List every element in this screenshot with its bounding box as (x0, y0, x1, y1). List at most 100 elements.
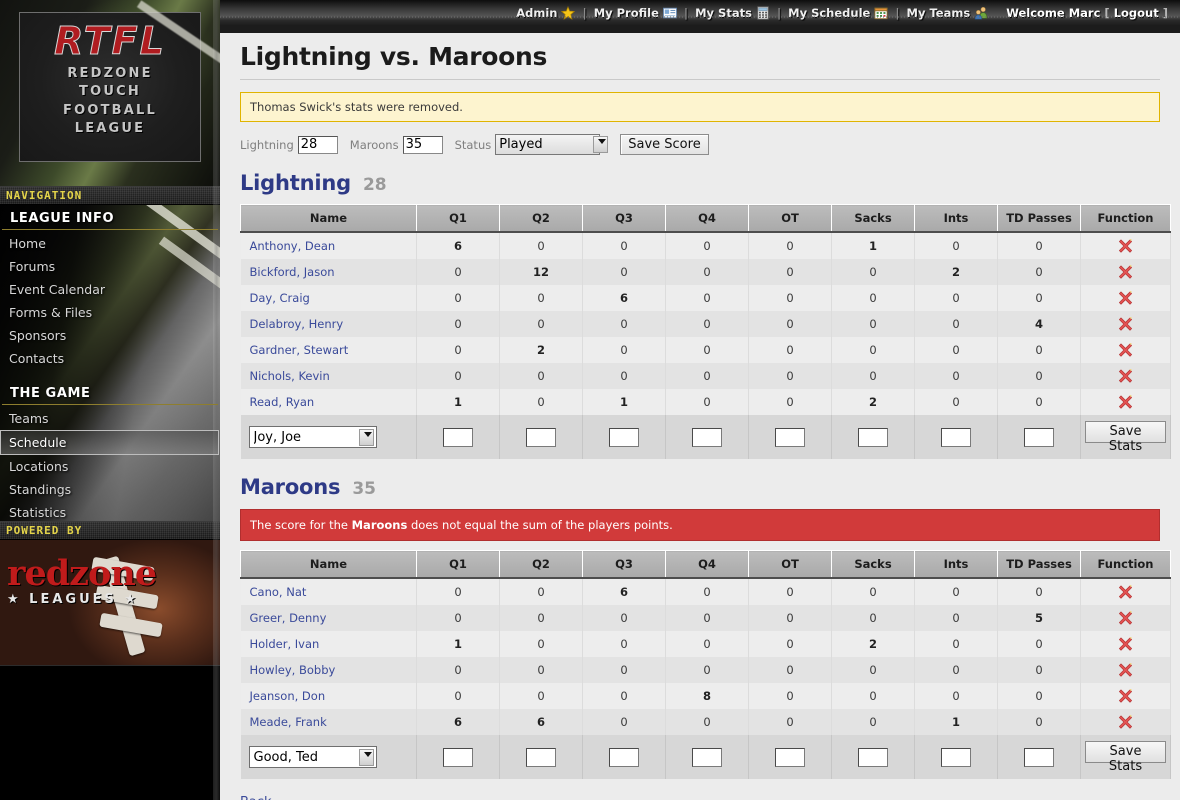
stat-input-q2[interactable] (526, 427, 556, 447)
home-score-input[interactable] (297, 135, 338, 154)
welcome-message: Welcome Marc (1006, 6, 1101, 20)
topnav-admin[interactable]: Admin (516, 5, 576, 20)
status-select[interactable]: Played (495, 134, 601, 155)
function-cell (1080, 259, 1171, 285)
back-link[interactable]: Back (240, 795, 272, 800)
add-player-select[interactable]: Good, Ted (248, 746, 377, 768)
sidebar-item-teams[interactable]: Teams (9, 411, 49, 426)
save-score-button[interactable]: Save Score (620, 134, 709, 155)
stat-cell-q3: 0 (582, 232, 666, 259)
save-stats-button[interactable]: Save Stats (1085, 421, 1166, 454)
player-link[interactable]: Meade, Frank (249, 715, 327, 729)
redzone-leagues-logo[interactable]: redzone ★ LEAGUES ★ (7, 553, 157, 607)
delete-x-icon[interactable] (1118, 264, 1134, 280)
sidebar-item-standings[interactable]: Standings (9, 482, 72, 497)
delete-x-icon[interactable] (1118, 688, 1134, 704)
stat-input-q4[interactable] (692, 427, 722, 447)
sidebar-item-forums[interactable]: Forums (9, 259, 56, 274)
player-link[interactable]: Howley, Bobby (249, 663, 336, 677)
function-cell (1080, 311, 1171, 337)
sidebar-item-forms-files[interactable]: Forms & Files (9, 305, 93, 320)
column-header-ints: Ints (914, 204, 998, 233)
score-mismatch-alert: The score for the Maroons does not equal… (240, 509, 1160, 541)
add-player-select[interactable]: Joy, Joe (248, 426, 377, 448)
sidebar-item-schedule[interactable]: Schedule (0, 430, 219, 455)
player-link[interactable]: Gardner, Stewart (249, 343, 349, 357)
stat-input-q1[interactable] (443, 747, 473, 767)
delete-x-icon[interactable] (1118, 342, 1134, 358)
player-link[interactable]: Greer, Denny (249, 611, 327, 625)
player-link[interactable]: Holder, Ivan (249, 637, 320, 651)
delete-x-icon[interactable] (1118, 368, 1134, 384)
function-cell (1080, 389, 1171, 415)
stat-cell-td: 0 (997, 683, 1081, 709)
stat-input-q1[interactable] (443, 427, 473, 447)
sidebar-item-contacts[interactable]: Contacts (9, 351, 65, 366)
stat-cell-q1: 6 (416, 709, 500, 735)
player-link[interactable]: Bickford, Jason (249, 265, 335, 279)
player-link[interactable]: Cano, Nat (249, 585, 307, 599)
delete-x-icon[interactable] (1118, 316, 1134, 332)
stat-input-ot[interactable] (775, 427, 805, 447)
save-stats-button[interactable]: Save Stats (1085, 741, 1166, 774)
delete-x-icon[interactable] (1118, 636, 1134, 652)
topnav-my-schedule[interactable]: My Schedule (788, 6, 888, 20)
stat-input-q3[interactable] (609, 747, 639, 767)
nav-group-title-the-game: THE GAME (2, 380, 218, 405)
stat-cell-td: 0 (997, 232, 1081, 259)
stat-cell-q1: 0 (416, 683, 500, 709)
topnav-my-profile[interactable]: My Profile (594, 6, 677, 20)
redzone-wordmark: redzone (7, 553, 157, 594)
delete-x-icon[interactable] (1118, 714, 1134, 730)
sidebar-item-statistics[interactable]: Statistics (9, 505, 67, 520)
topnav-my-stats[interactable]: My Stats (695, 6, 770, 20)
player-link[interactable]: Jeanson, Don (249, 689, 326, 703)
stat-input-q2[interactable] (526, 747, 556, 767)
stat-input-ints[interactable] (941, 747, 971, 767)
player-link[interactable]: Day, Craig (249, 291, 310, 305)
input-cell-ot (748, 415, 832, 459)
stat-input-q3[interactable] (609, 427, 639, 447)
delete-x-icon[interactable] (1118, 584, 1134, 600)
stat-cell-q4: 8 (665, 683, 749, 709)
stat-cell-q1: 1 (416, 389, 500, 415)
column-header-ot: OT (748, 204, 832, 233)
stat-cell-ints: 0 (914, 363, 998, 389)
player-link[interactable]: Delabroy, Henry (249, 317, 344, 331)
delete-x-icon[interactable] (1118, 238, 1134, 254)
delete-x-icon[interactable] (1118, 610, 1134, 626)
stat-input-td[interactable] (1024, 747, 1054, 767)
delete-x-icon[interactable] (1118, 394, 1134, 410)
table-row: Howley, Bobby 0 0 0 0 0 0 0 0 (240, 657, 1171, 683)
logo-line-2: TOUCH (79, 84, 141, 100)
stat-input-ot[interactable] (775, 747, 805, 767)
stat-input-q4[interactable] (692, 747, 722, 767)
table-row: Day, Craig 0 0 6 0 0 0 0 0 (240, 285, 1171, 311)
away-score-input[interactable] (402, 135, 443, 154)
logout-link[interactable]: Logout (1113, 6, 1159, 20)
topnav-my-teams[interactable]: My Teams (907, 6, 989, 20)
sidebar-edge (213, 0, 220, 800)
stat-cell-ints: 0 (914, 389, 998, 415)
sidebar-item-sponsors[interactable]: Sponsors (9, 328, 67, 343)
stat-input-ints[interactable] (941, 427, 971, 447)
player-link[interactable]: Anthony, Dean (249, 239, 336, 253)
league-logo[interactable]: RTFL REDZONE TOUCH FOOTBALL LEAGUE (19, 12, 201, 162)
table-row: Jeanson, Don 0 0 0 8 0 0 0 0 (240, 683, 1171, 709)
player-link[interactable]: Nichols, Kevin (249, 369, 330, 383)
stat-input-sacks[interactable] (858, 427, 888, 447)
stat-cell-q2: 0 (499, 631, 583, 657)
stat-cell-ot: 0 (748, 605, 832, 631)
team-score: 28 (362, 175, 387, 195)
sidebar-item-home[interactable]: Home (9, 236, 46, 251)
stat-input-sacks[interactable] (858, 747, 888, 767)
alert-suffix: does not equal the sum of the players po… (407, 518, 673, 532)
player-name-cell: Nichols, Kevin (240, 363, 417, 389)
player-link[interactable]: Read, Ryan (249, 395, 315, 409)
column-header-q3: Q3 (582, 550, 666, 579)
sidebar-item-event-calendar[interactable]: Event Calendar (9, 282, 105, 297)
delete-x-icon[interactable] (1118, 662, 1134, 678)
delete-x-icon[interactable] (1118, 290, 1134, 306)
sidebar-item-locations[interactable]: Locations (9, 459, 69, 474)
stat-input-td[interactable] (1024, 427, 1054, 447)
